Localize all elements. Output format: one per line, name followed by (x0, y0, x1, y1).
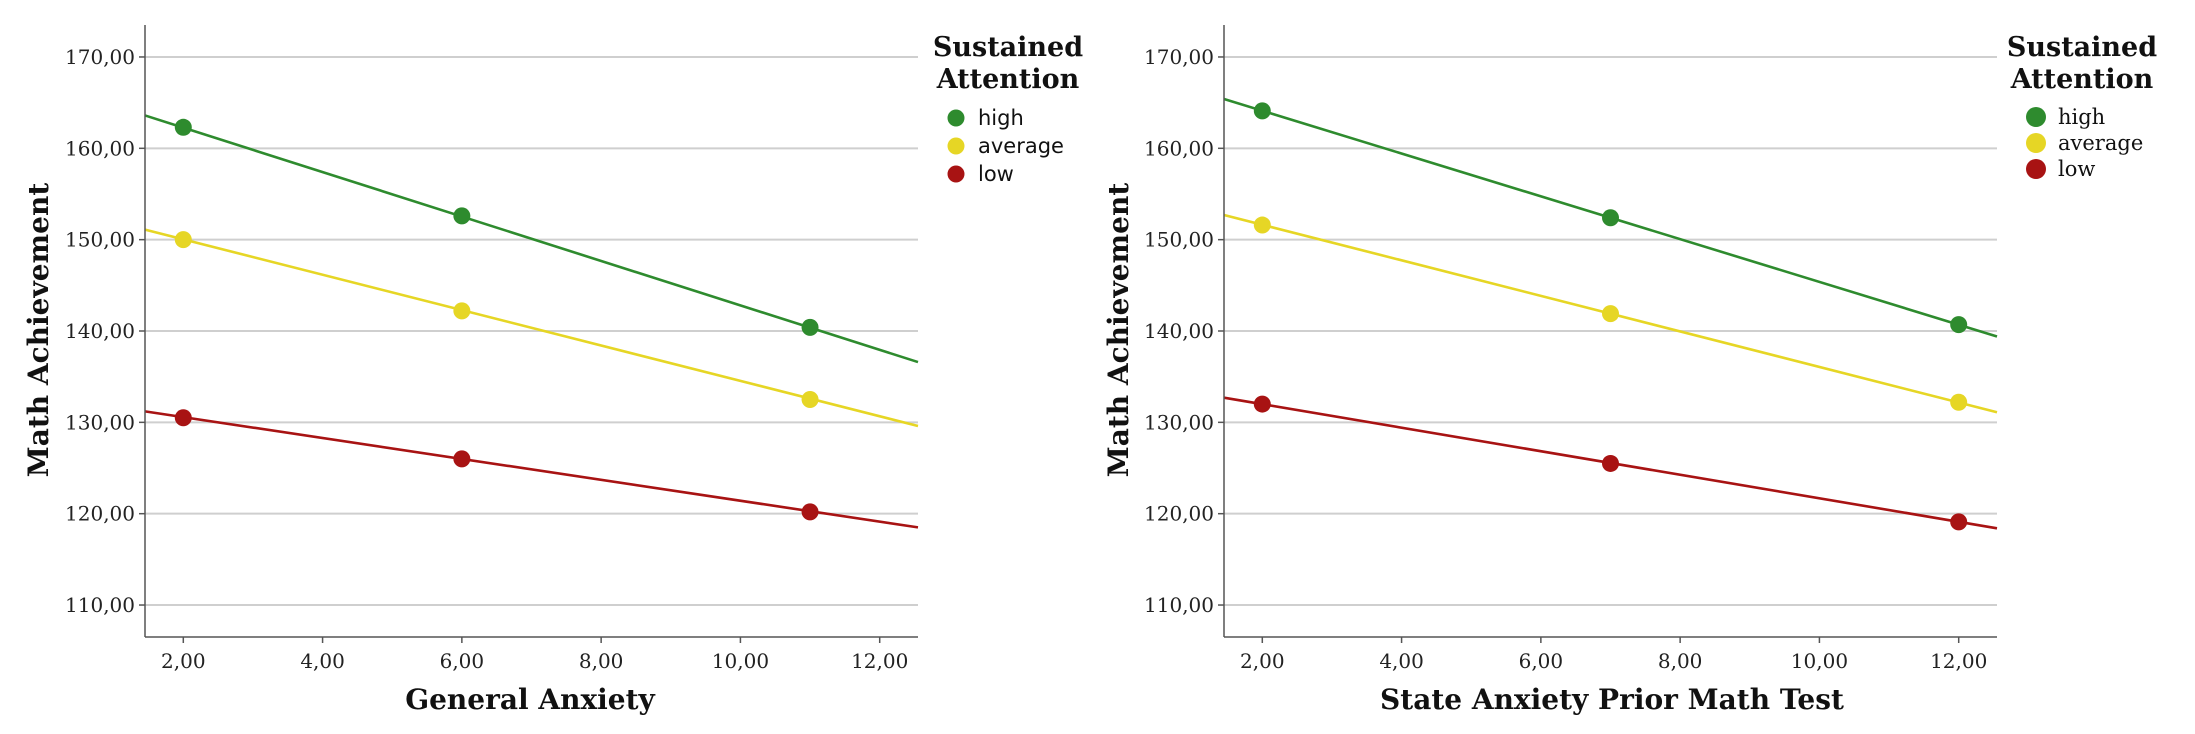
gridlines (145, 55, 918, 607)
fit-line-average (144, 228, 919, 428)
y-tick-label: 110,00 (65, 593, 135, 617)
legend-label-average: average (2058, 131, 2143, 155)
legend-title-line-1: Sustained (933, 32, 1083, 63)
point-average (801, 391, 819, 409)
axes (1218, 25, 1997, 643)
legend-swatch-average (2026, 133, 2046, 153)
point-low (1253, 395, 1271, 413)
y-tick-label: 140,00 (65, 319, 135, 343)
x-tick-label: 8,00 (579, 649, 624, 673)
x-tick-label: 10,00 (1791, 649, 1848, 673)
legend-label-low: low (2058, 157, 2095, 181)
point-low (1602, 454, 1619, 472)
point-average (1602, 305, 1619, 323)
y-tick-label: 150,00 (65, 228, 135, 252)
y-tick-label: 130,00 (1144, 410, 1214, 434)
legend-swatch-average (947, 137, 965, 155)
x-tick-labels: 2,00 4,00 6,00 8,00 10,00 12,00 (1240, 649, 1987, 673)
point-average (453, 302, 471, 320)
point-average (1950, 393, 1968, 411)
y-tick-labels: 110,00 120,00 130,00 140,00 150,00 160,00 170,… (65, 45, 135, 617)
legend-swatch-high (947, 109, 965, 127)
legend-label-high: high (978, 106, 1024, 130)
chart-state-anxiety: 110,00 120,00 130,00 140,00 150,00 160,00 170,… (1102, 25, 2157, 716)
fit-lines (144, 114, 919, 529)
x-tick-label: 4,00 (1379, 649, 1424, 673)
x-tick-label: 10,00 (712, 649, 769, 673)
y-tick-label: 130,00 (65, 410, 135, 434)
x-tick-label: 2,00 (161, 649, 206, 673)
legend: Sustained Attention high average low (933, 32, 1083, 186)
y-tick-label: 110,00 (1144, 593, 1214, 617)
y-axis-title: Math Achievement (1102, 183, 1135, 478)
y-tick-label: 160,00 (65, 136, 135, 160)
x-axis-title: General Anxiety (405, 683, 655, 716)
x-axis-title: State Anxiety Prior Math Test (1380, 683, 1844, 716)
chart-general-anxiety: 110,00 120,00 130,00 140,00 150,00 160,00 170,… (22, 25, 1083, 716)
legend-swatch-low (2026, 159, 2046, 179)
x-tick-label: 2,00 (1240, 649, 1285, 673)
y-tick-label: 170,00 (65, 45, 135, 69)
y-tick-label: 160,00 (1144, 136, 1214, 160)
legend-label-low: low (978, 162, 1014, 186)
point-low (801, 503, 819, 521)
point-low (453, 450, 471, 468)
point-average (174, 231, 192, 249)
x-tick-label: 8,00 (1658, 649, 1703, 673)
y-tick-label: 120,00 (65, 502, 135, 526)
point-high (1950, 316, 1968, 334)
gridlines (1224, 55, 1997, 607)
fit-line-high (144, 114, 919, 364)
legend-label-high: high (2058, 105, 2105, 129)
point-high (174, 118, 192, 136)
legend-swatch-low (947, 165, 965, 183)
y-tick-label: 120,00 (1144, 502, 1214, 526)
legend-swatch-high (2026, 107, 2046, 127)
x-tick-labels: 2,00 4,00 6,00 8,00 10,00 12,00 (161, 649, 908, 673)
y-tick-label: 170,00 (1144, 45, 1214, 69)
y-tick-label: 150,00 (1144, 228, 1214, 252)
point-high (1253, 102, 1271, 120)
legend-title-line-1: Sustained (2007, 32, 2157, 63)
x-tick-label: 6,00 (1519, 649, 1564, 673)
legend-title-line-2: Attention (936, 64, 1080, 95)
point-high (801, 318, 819, 336)
point-average (1253, 216, 1271, 234)
legend-label-average: average (978, 134, 1064, 158)
x-tick-label: 12,00 (851, 649, 908, 673)
point-low (174, 409, 192, 427)
data-points (174, 118, 819, 521)
point-high (453, 207, 471, 225)
y-axis-title: Math Achievement (22, 183, 55, 478)
x-tick-label: 6,00 (440, 649, 485, 673)
y-tick-label: 140,00 (1144, 319, 1214, 343)
legend-title-line-2: Attention (2010, 64, 2154, 95)
data-points (1253, 102, 1968, 531)
legend-items: high average low (947, 106, 1064, 186)
point-low (1950, 513, 1968, 531)
point-high (1602, 209, 1619, 227)
x-tick-label: 4,00 (300, 649, 345, 673)
x-tick-label: 12,00 (1930, 649, 1987, 673)
fit-line-low (144, 410, 919, 529)
axes (139, 25, 918, 643)
y-tick-labels: 110,00 120,00 130,00 140,00 150,00 160,00 170,… (1144, 45, 1214, 617)
